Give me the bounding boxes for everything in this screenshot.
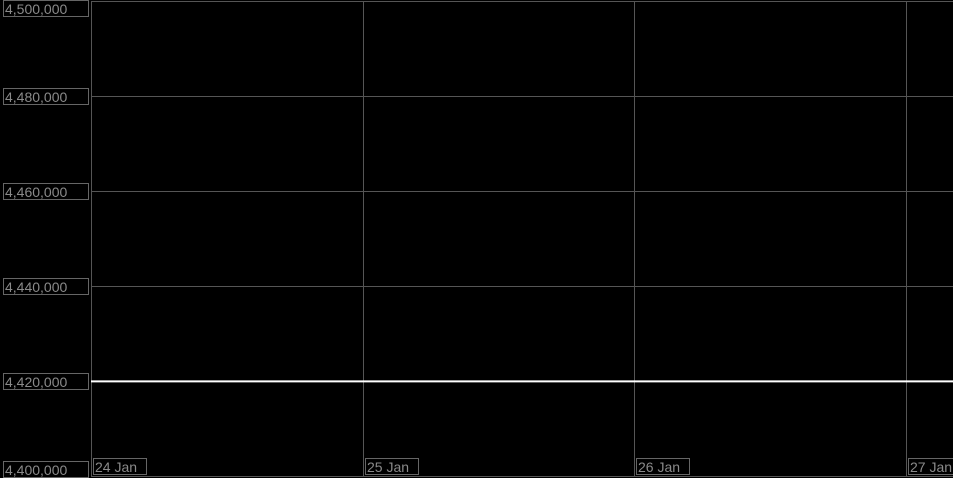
x-tick-label: 26 Jan xyxy=(638,459,680,475)
x-tick-label-box xyxy=(636,458,690,475)
y-tick-label: 4,480,000 xyxy=(5,89,67,105)
x-tick-label: 27 Jan xyxy=(910,459,952,475)
y-tick-label-box xyxy=(3,183,89,200)
y-tick-label-box xyxy=(3,278,89,295)
x-tick-label: 25 Jan xyxy=(367,459,409,475)
y-tick-label-box xyxy=(3,0,89,17)
x-tick-label: 24 Jan xyxy=(95,459,137,475)
y-tick-label: 4,460,000 xyxy=(5,184,67,200)
x-tick-label-box xyxy=(908,458,953,475)
x-tick-label-box xyxy=(365,458,419,475)
y-tick-label: 4,420,000 xyxy=(5,374,67,390)
y-tick-label: 4,400,000 xyxy=(5,462,67,478)
y-tick-label: 4,440,000 xyxy=(5,279,67,295)
y-tick-label-box xyxy=(3,373,89,390)
plot-frame xyxy=(91,1,953,477)
y-tick-label: 4,500,000 xyxy=(5,1,67,17)
x-tick-label-box xyxy=(93,458,147,475)
y-tick-label-box xyxy=(3,88,89,105)
